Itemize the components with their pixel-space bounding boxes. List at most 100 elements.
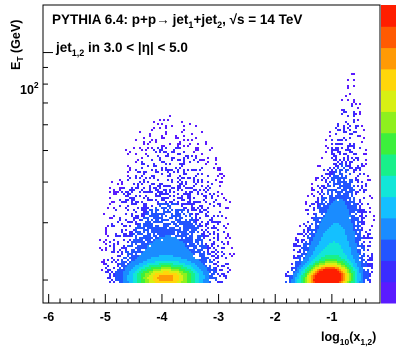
heatmap-bin <box>137 267 139 269</box>
heatmap-bin <box>343 245 345 247</box>
heatmap-bin <box>303 223 305 225</box>
heatmap-bin <box>119 273 121 275</box>
heatmap-bin <box>353 217 355 219</box>
heatmap-bin <box>337 197 339 199</box>
heatmap-bin <box>147 247 149 249</box>
heatmap-bin <box>145 209 147 211</box>
heatmap-bin <box>321 269 323 271</box>
heatmap-bin <box>349 211 351 213</box>
heatmap-bin <box>305 271 307 273</box>
heatmap-bin <box>151 277 153 279</box>
heatmap-bin <box>169 245 171 247</box>
heatmap-bin <box>173 247 175 249</box>
heatmap-bin <box>109 217 111 219</box>
heatmap-bin <box>151 273 153 275</box>
chart-title: PYTHIA 6.4: p+p→ jet1+jet2, √s = 14 TeV <box>52 12 302 30</box>
heatmap-bin <box>345 217 347 219</box>
heatmap-bin <box>155 247 157 249</box>
heatmap-bin <box>335 265 337 267</box>
heatmap-bin <box>305 257 307 259</box>
heatmap-bin <box>345 169 347 171</box>
colorbar-segment <box>381 281 396 304</box>
heatmap-bin <box>319 209 321 211</box>
heatmap-bin <box>129 231 131 233</box>
heatmap-bin <box>335 177 337 179</box>
heatmap-bin <box>317 219 319 221</box>
heatmap-bin <box>349 179 351 181</box>
heatmap-bin <box>183 223 185 225</box>
heatmap-bin <box>215 159 217 161</box>
heatmap-bin <box>351 233 353 235</box>
heatmap-bin <box>165 267 167 269</box>
colorbar-segment <box>381 239 396 261</box>
heatmap-bin <box>353 153 355 155</box>
heatmap-bin <box>147 225 149 227</box>
heatmap-bin <box>339 191 341 193</box>
heatmap-bin <box>319 243 321 245</box>
heatmap-bin <box>213 269 215 271</box>
heatmap-bin <box>359 269 361 271</box>
heatmap-bin <box>345 253 347 255</box>
heatmap-bin <box>327 257 329 259</box>
heatmap-bin <box>343 221 345 223</box>
heatmap-bin <box>157 229 159 231</box>
heatmap-bin <box>319 237 321 239</box>
heatmap-bin <box>149 223 151 225</box>
heatmap-bin <box>351 219 353 221</box>
heatmap-bin <box>187 271 189 273</box>
heatmap-bin <box>307 195 309 197</box>
heatmap-bin <box>141 253 143 255</box>
heatmap-bin <box>197 207 199 209</box>
heatmap-bin <box>187 275 189 277</box>
heatmap-bin <box>349 145 351 147</box>
heatmap-bin <box>119 277 121 279</box>
heatmap-bin <box>347 197 349 199</box>
heatmap-bin <box>177 169 179 171</box>
heatmap-bin <box>347 271 349 273</box>
heatmap-bin <box>177 263 179 265</box>
heatmap-bin <box>227 241 229 243</box>
heatmap-bin <box>353 249 355 251</box>
heatmap-bin <box>181 249 183 251</box>
heatmap-bin <box>157 201 159 203</box>
heatmap-bin <box>339 207 341 209</box>
heatmap-bin <box>189 279 191 281</box>
heatmap-bin <box>211 147 213 149</box>
heatmap-bin <box>335 169 337 171</box>
heatmap-bin <box>345 275 347 277</box>
heatmap-bin <box>193 243 195 245</box>
heatmap-bin <box>173 259 175 261</box>
heatmap-bin <box>143 261 145 263</box>
heatmap-bin <box>347 185 349 187</box>
heatmap-bin <box>173 223 175 225</box>
heatmap-bin <box>349 269 351 271</box>
heatmap-bin <box>349 209 351 211</box>
heatmap-bin <box>159 205 161 207</box>
heatmap-bin <box>361 277 363 279</box>
heatmap-bin <box>139 247 141 249</box>
heatmap-bin <box>125 279 127 281</box>
heatmap-bin <box>215 221 217 223</box>
heatmap-bin <box>159 235 161 237</box>
heatmap-bin <box>343 219 345 221</box>
heatmap-bin <box>329 247 331 249</box>
heatmap-bin <box>185 271 187 273</box>
heatmap-bin <box>123 239 125 241</box>
heatmap-bin <box>343 255 345 257</box>
heatmap-bin <box>299 255 301 257</box>
heatmap-bin <box>197 193 199 195</box>
heatmap-bin <box>139 267 141 269</box>
heatmap-bin <box>165 229 167 231</box>
heatmap-bin <box>305 247 307 249</box>
heatmap-bin <box>321 263 323 265</box>
heatmap-bin <box>335 251 337 253</box>
heatmap-bin <box>189 245 191 247</box>
heatmap-bin <box>141 219 143 221</box>
heatmap-bin <box>183 221 185 223</box>
x-label-open: (x <box>349 330 360 344</box>
heatmap-bin <box>201 233 203 235</box>
heatmap-bin <box>331 235 333 237</box>
heatmap-bin <box>161 247 163 249</box>
heatmap-bin <box>311 229 313 231</box>
heatmap-bin <box>135 175 137 177</box>
